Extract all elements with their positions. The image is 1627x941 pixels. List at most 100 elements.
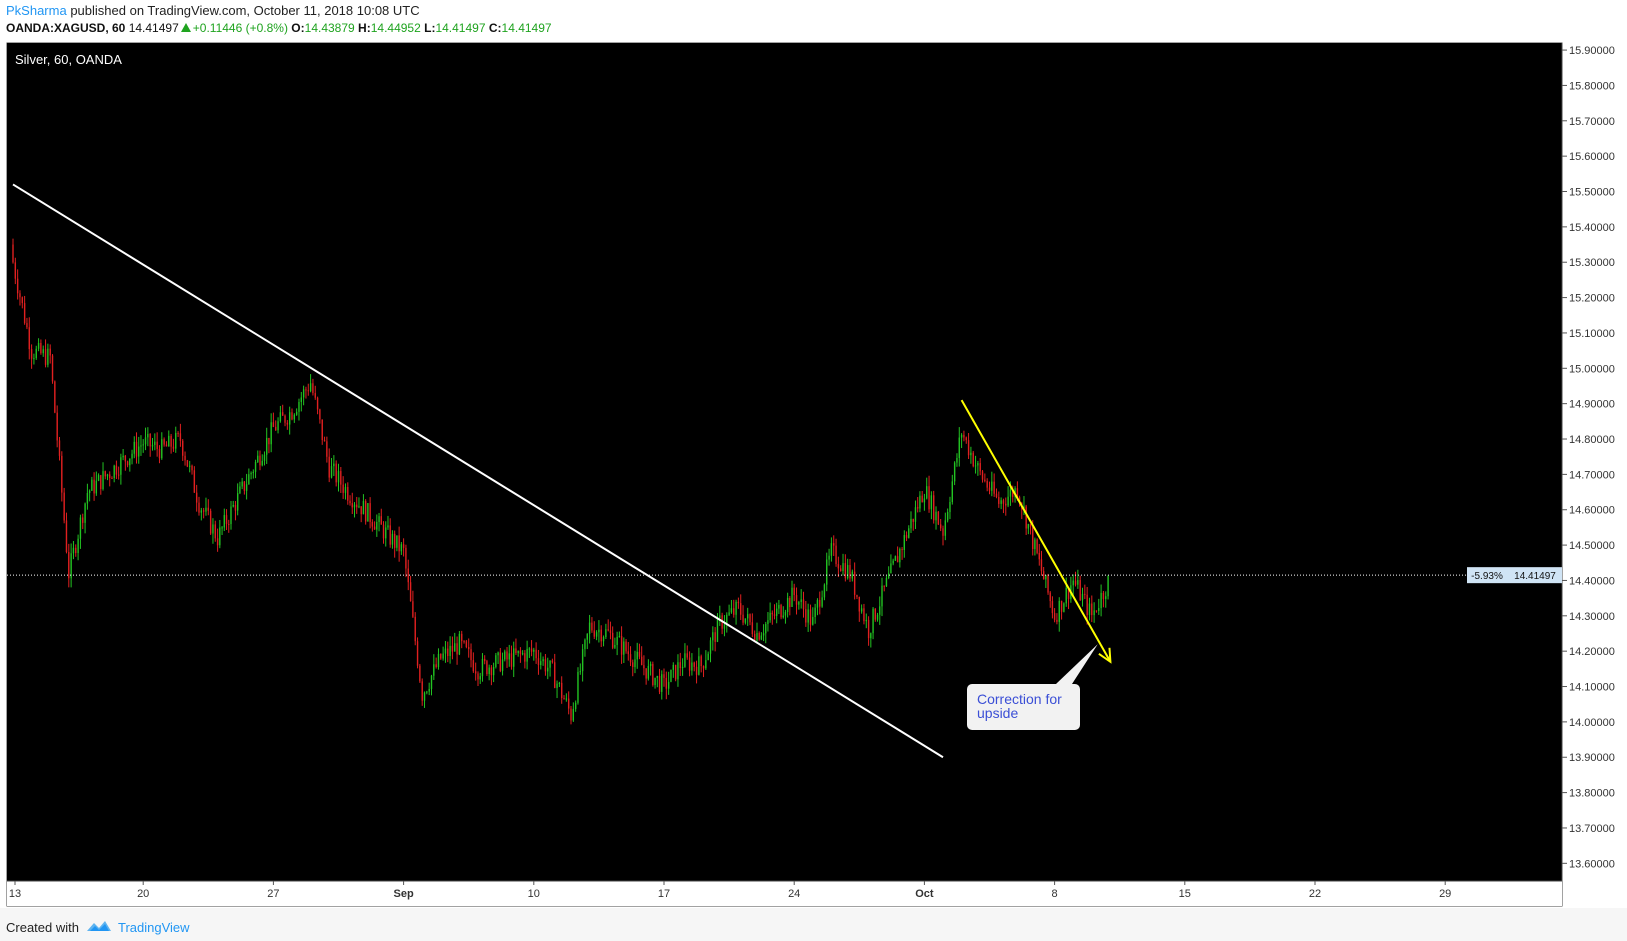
candle-body <box>312 383 314 394</box>
candle-body <box>876 614 879 620</box>
candle-body <box>216 538 219 546</box>
candle-body <box>100 475 102 490</box>
candle-body <box>168 435 170 447</box>
open-label: O: <box>291 21 305 35</box>
candle-body <box>16 278 19 294</box>
candle-body <box>586 633 588 640</box>
time-tick-label: 20 <box>137 888 149 900</box>
candle-body <box>468 647 470 650</box>
candle-body <box>953 462 956 482</box>
price-tick-label: 15.50000 <box>1569 187 1615 199</box>
time-tick-label: 29 <box>1439 888 1451 900</box>
candle-body <box>563 698 565 700</box>
candle-body <box>35 348 37 359</box>
candle-body <box>65 520 68 553</box>
candle-body <box>591 622 593 631</box>
candle-body <box>533 649 535 652</box>
candle-body <box>632 662 634 668</box>
candle-body <box>574 702 577 709</box>
candle-body <box>461 633 463 642</box>
candle-body <box>14 262 17 279</box>
candle-body <box>988 487 991 491</box>
candle-body <box>182 440 184 456</box>
candle-body <box>426 691 428 693</box>
candle-body <box>581 649 584 672</box>
author-link[interactable]: PkSharma <box>6 3 67 18</box>
candle-body <box>389 525 391 545</box>
candle-body <box>872 608 874 634</box>
candle-body <box>356 504 358 508</box>
candle-body <box>698 656 700 675</box>
candle-body <box>998 497 1000 504</box>
pct-change-box <box>1467 567 1508 584</box>
candle-body <box>723 624 726 629</box>
callout-text-line2: upside <box>977 705 1018 721</box>
candle-body <box>451 645 454 652</box>
candle-body <box>661 674 663 692</box>
candle-body <box>778 604 780 609</box>
candle-body <box>894 556 897 561</box>
candle-body <box>295 411 298 415</box>
price-chart[interactable]: Silver, 60, OANDA 15.90000 15.80000 15.700… <box>0 0 1627 908</box>
candle-body <box>858 596 860 612</box>
candle-body <box>684 653 686 667</box>
candle-body <box>330 466 333 478</box>
candle-body <box>353 504 356 508</box>
candle-body <box>95 480 98 494</box>
candle-body <box>798 601 800 605</box>
candle-body <box>636 651 638 660</box>
low-value: 14.41497 <box>435 21 486 35</box>
candle-body <box>513 648 515 667</box>
candle-body <box>214 524 216 539</box>
candle-body <box>44 349 47 365</box>
candle-body <box>542 659 544 662</box>
candle-body <box>250 473 252 475</box>
candle-body <box>200 510 203 513</box>
candle-body <box>104 471 106 477</box>
candle-body <box>305 389 307 391</box>
candle-body <box>1049 592 1051 602</box>
candle-body <box>351 503 353 508</box>
candle-body <box>1086 594 1088 616</box>
candle-body <box>588 622 591 634</box>
footer: Created with TradingView <box>0 908 1627 941</box>
candle-body <box>972 452 974 467</box>
price-tick-label: 15.90000 <box>1569 45 1615 57</box>
white-downtrend-line[interactable] <box>12 183 944 759</box>
candle-body <box>837 564 840 569</box>
candle-body <box>1005 503 1007 506</box>
candle-body <box>812 617 814 625</box>
candle-body <box>883 585 885 587</box>
candle-body <box>474 671 477 674</box>
candle-body <box>1095 610 1098 612</box>
candle-body <box>688 657 691 671</box>
candle-body <box>398 535 400 552</box>
candle-body <box>833 543 835 546</box>
candle-body <box>853 571 856 595</box>
candle-body <box>607 629 609 631</box>
candle-body <box>960 434 963 438</box>
candle-body <box>371 521 374 527</box>
candle-body <box>707 653 709 661</box>
candle-body <box>677 662 679 680</box>
candle-body <box>579 671 581 673</box>
tradingview-logo-icon[interactable] <box>86 918 112 934</box>
yellow-correction-arrow[interactable] <box>960 399 1112 663</box>
candle-body <box>1063 603 1065 612</box>
candle-body <box>30 349 33 359</box>
price-axis[interactable] <box>1562 43 1627 881</box>
callout-pointer <box>1056 644 1098 684</box>
current-price-label: 14.41497 <box>1514 571 1556 582</box>
candle-body <box>387 525 389 528</box>
candle-body <box>614 644 616 648</box>
candle-body <box>376 521 378 530</box>
candle-body <box>37 342 40 349</box>
candle-body <box>124 455 127 462</box>
candle-body <box>506 651 508 660</box>
time-tick-label: 22 <box>1309 888 1321 900</box>
candle-body <box>802 599 805 610</box>
time-axis[interactable] <box>7 881 1562 906</box>
tradingview-brand-link[interactable]: TradingView <box>118 920 190 935</box>
candle-body <box>61 455 63 493</box>
